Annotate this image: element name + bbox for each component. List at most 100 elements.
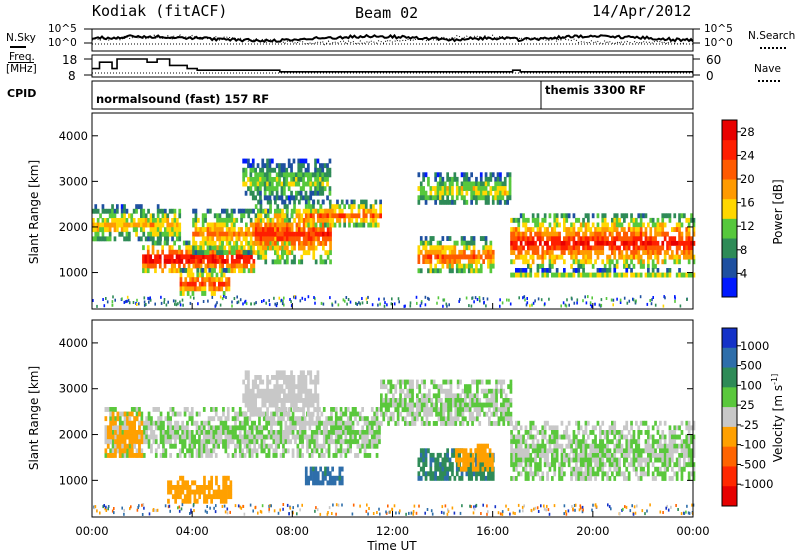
echo-cell	[666, 268, 669, 273]
echo-cell	[589, 443, 593, 449]
echo-cell	[541, 268, 545, 273]
echo-cell	[384, 407, 388, 413]
echo-cell	[382, 398, 386, 403]
echo-cell	[411, 388, 414, 394]
echo-cell	[510, 434, 513, 440]
echo-cell	[570, 263, 573, 269]
noise-cell	[470, 304, 473, 308]
echo-cell	[481, 457, 485, 463]
echo-cell	[293, 236, 296, 242]
echo-cell	[331, 218, 334, 223]
echo-cell	[268, 158, 272, 164]
echo-cell	[146, 259, 150, 264]
echo-cell	[468, 388, 472, 394]
echo-cell	[512, 217, 516, 223]
echo-cell	[630, 259, 633, 265]
echo-cell	[508, 181, 512, 187]
echo-cell	[439, 240, 442, 246]
echo-cell	[458, 186, 461, 191]
echo-cell	[543, 227, 547, 232]
noise-cell	[313, 296, 315, 299]
echo-cell	[527, 217, 530, 223]
echo-cell	[228, 263, 232, 269]
echo-cell	[247, 259, 251, 264]
echo-cell	[483, 393, 486, 399]
echo-cell	[203, 286, 207, 292]
noise-cell	[307, 295, 310, 299]
echo-cell	[611, 227, 614, 232]
echo-cell	[209, 236, 212, 242]
echo-cell	[441, 466, 445, 472]
echo-cell	[262, 425, 266, 431]
echo-cell	[527, 236, 530, 242]
echo-cell	[290, 250, 294, 255]
echo-cell	[316, 186, 320, 192]
echo-cell	[366, 439, 369, 445]
echo-cell	[272, 434, 276, 440]
echo-cell	[321, 181, 325, 187]
echo-cell	[313, 420, 316, 426]
noise-panel	[84, 28, 700, 52]
noise-cell	[189, 295, 192, 299]
echo-cell	[431, 245, 435, 251]
echo-cell	[392, 402, 395, 408]
echo-cell	[374, 213, 378, 219]
echo-cell	[133, 407, 136, 412]
echo-cell	[271, 181, 274, 187]
noise-cell	[239, 298, 242, 302]
echo-cell	[680, 236, 684, 242]
echo-cell	[687, 250, 691, 255]
echo-cell	[467, 240, 471, 246]
echo-cell	[277, 420, 280, 426]
echo-cell	[289, 420, 292, 426]
echo-cell	[150, 443, 153, 449]
echo-cell	[455, 268, 459, 274]
echo-cell	[565, 453, 569, 458]
echo-cell	[448, 199, 452, 205]
echo-cell	[543, 272, 547, 278]
echo-cell	[527, 476, 530, 481]
echo-cell	[500, 407, 503, 413]
echo-cell	[170, 245, 174, 251]
echo-cell	[582, 259, 585, 265]
noise-cell	[126, 295, 129, 299]
echo-cell	[238, 254, 241, 260]
echo-cell	[313, 430, 316, 435]
echo-cell	[188, 434, 192, 440]
echo-cell	[292, 407, 296, 413]
echo-cell	[539, 236, 542, 242]
echo-cell	[264, 236, 268, 242]
echo-cell	[320, 411, 324, 417]
echo-cell	[135, 222, 138, 228]
echo-cell	[174, 489, 177, 495]
echo-cell	[254, 402, 257, 408]
echo-cell	[444, 416, 448, 422]
echo-cell	[499, 195, 502, 201]
echo-cell	[278, 254, 282, 260]
echo-cell	[644, 272, 648, 278]
echo-cell	[194, 245, 198, 251]
echo-cell	[218, 245, 222, 251]
echo-cell	[154, 231, 158, 237]
echo-cell	[154, 227, 158, 233]
echo-cell	[476, 448, 480, 454]
echo-cell	[251, 181, 255, 187]
echo-cell	[345, 199, 349, 205]
echo-cell	[178, 448, 182, 454]
echo-cell	[147, 420, 151, 426]
echo-cell	[225, 277, 228, 283]
echo-cell	[524, 476, 528, 481]
echo-cell	[587, 466, 590, 472]
echo-cell	[424, 259, 428, 264]
echo-cell	[226, 263, 229, 269]
echo-cell	[560, 471, 564, 477]
echo-cell	[298, 259, 301, 265]
echo-cell	[396, 411, 400, 417]
echo-cell	[244, 398, 248, 403]
echo-cell	[456, 384, 460, 390]
echo-cell	[524, 250, 528, 255]
echo-cell	[271, 218, 275, 223]
echo-cell	[283, 190, 286, 196]
echo-cell	[683, 254, 686, 260]
echo-cell	[483, 448, 487, 454]
